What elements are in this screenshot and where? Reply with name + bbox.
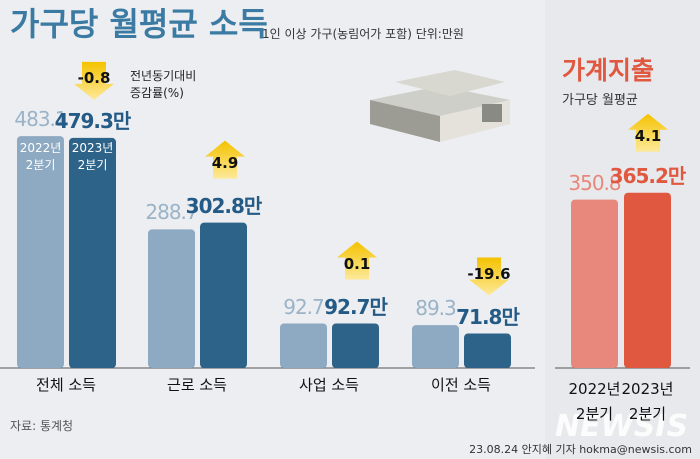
x-tick-label: 2023년 2분기	[621, 380, 674, 423]
legend-label: 2022년 2분기	[19, 141, 62, 172]
bar	[624, 192, 671, 368]
change-arrow	[205, 140, 245, 179]
change-arrow	[628, 113, 668, 152]
credit: 23.08.24 안지혜 기자 hokma@newsis.com	[469, 443, 692, 456]
change-arrow	[74, 61, 114, 100]
panel-title: 가계지출	[562, 56, 655, 85]
money-illustration	[370, 70, 510, 142]
value-label: 483.1	[14, 107, 67, 132]
change-label: 4.9	[211, 153, 239, 172]
subtitle: 1인 이상 가구(농림어가 포함) 단위:만원	[262, 27, 464, 41]
panel-subtitle: 가구당 월평균	[562, 93, 638, 108]
change-label: -19.6	[467, 264, 511, 283]
value-label: 350.8	[568, 170, 621, 195]
bar	[332, 323, 379, 368]
change-label: -0.8	[77, 68, 111, 87]
value-label: 92.7	[283, 294, 325, 319]
x-tick-label: 전체 소득	[36, 376, 96, 394]
bar	[571, 199, 618, 368]
bar	[148, 229, 195, 368]
bar	[69, 137, 116, 368]
bar	[17, 136, 64, 368]
change-arrow	[337, 241, 377, 280]
x-tick-label: 사업 소득	[299, 376, 359, 394]
x-tick-label: 근로 소득	[167, 376, 227, 394]
title: 가구당 월평균 소득	[10, 5, 268, 43]
legend-label: 2023년 2분기	[71, 141, 114, 172]
value-label: 302.8만	[185, 193, 263, 218]
value-label: 288.7	[145, 200, 198, 225]
value-label: 365.2만	[609, 163, 687, 188]
source: 자료: 통계청	[10, 419, 74, 433]
bar	[464, 333, 511, 368]
right-panel	[545, 0, 700, 459]
watermark: NEWSIS	[555, 409, 689, 444]
x-tick-label: 2022년 2분기	[568, 380, 621, 423]
change-label: 0.1	[343, 254, 371, 273]
change-legend: 전년동기대비 증감률(%)	[130, 69, 197, 100]
bar	[200, 222, 247, 368]
change-arrow	[469, 257, 509, 296]
x-tick-label: 이전 소득	[431, 376, 491, 394]
value-label: 92.7만	[324, 294, 388, 319]
bar	[280, 323, 327, 368]
change-label: 4.1	[634, 126, 662, 145]
value-label: 479.3만	[54, 108, 132, 133]
value-label: 89.3	[415, 296, 457, 321]
bar	[412, 325, 459, 368]
value-label: 71.8만	[456, 304, 520, 329]
